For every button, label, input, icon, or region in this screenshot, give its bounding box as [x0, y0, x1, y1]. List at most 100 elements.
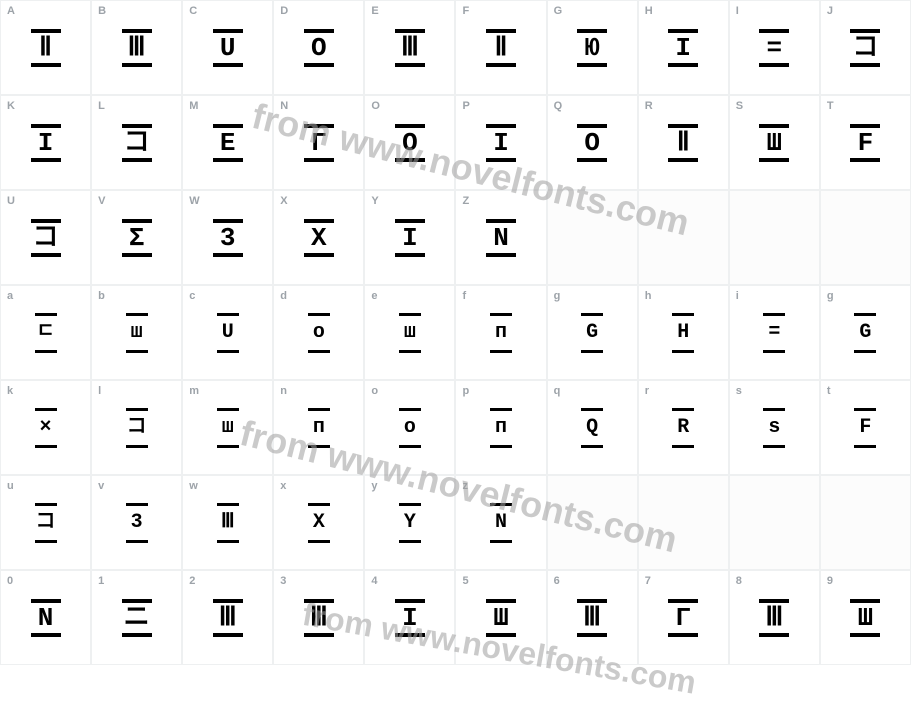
glyph-mid: コ: [124, 130, 150, 156]
glyph-top-bar: [854, 313, 876, 316]
glyph-cell: QО: [547, 95, 638, 190]
glyph: G: [581, 313, 603, 353]
glyph-wrap: G: [821, 286, 910, 379]
glyph-cell: Uコ: [0, 190, 91, 285]
glyph-cell: CU: [182, 0, 273, 95]
glyph-top-bar: [759, 599, 789, 603]
cell-label: n: [280, 385, 287, 397]
glyph-bottom-bar: [395, 158, 425, 162]
cell-label: J: [827, 5, 833, 17]
glyph-wrap: o: [365, 381, 454, 474]
glyph-bottom-bar: [490, 445, 512, 448]
glyph-bottom-bar: [399, 350, 421, 353]
glyph: Ⅱ: [31, 29, 61, 67]
glyph-mid: I: [493, 130, 509, 156]
glyph-cell: i=: [729, 285, 820, 380]
glyph: o: [308, 313, 330, 353]
glyph-bottom-bar: [35, 445, 57, 448]
glyph-top-bar: [122, 599, 152, 603]
cell-label: s: [736, 385, 742, 397]
font-map-grid: AⅡBⅢCUDOEⅢFⅡGЮHII=JコKILコMENГOОPIQОRⅡSШTF…: [0, 0, 911, 665]
glyph-bottom-bar: [304, 158, 334, 162]
cell-label: k: [7, 385, 13, 397]
empty-cell: [729, 190, 820, 285]
glyph: Ш: [759, 124, 789, 162]
cell-label: R: [645, 100, 653, 112]
glyph-mid: コ: [852, 35, 878, 61]
glyph: 3: [213, 219, 243, 257]
cell-label: t: [827, 385, 831, 397]
glyph: E: [213, 124, 243, 162]
glyph-bottom-bar: [581, 350, 603, 353]
glyph-bottom-bar: [213, 63, 243, 67]
glyph: H: [672, 313, 694, 353]
cell-label: f: [462, 290, 466, 302]
glyph: U: [213, 29, 243, 67]
glyph: G: [854, 313, 876, 353]
glyph-cell: bш: [91, 285, 182, 380]
glyph-top-bar: [486, 219, 516, 223]
glyph-wrap: Ⅲ: [274, 571, 363, 664]
glyph-top-bar: [486, 599, 516, 603]
empty-cell: [820, 475, 911, 570]
glyph-mid: Ⅱ: [495, 35, 508, 61]
glyph-wrap: N: [456, 191, 545, 284]
cell-label: e: [371, 290, 377, 302]
glyph-wrap: п: [456, 381, 545, 474]
glyph-bottom-bar: [126, 350, 148, 353]
glyph-cell: 1ニ: [91, 570, 182, 665]
glyph-bottom-bar: [759, 63, 789, 67]
glyph-cell: oo: [364, 380, 455, 475]
glyph-wrap: Ⅲ: [548, 571, 637, 664]
cell-label: O: [371, 100, 380, 112]
glyph-bottom-bar: [399, 540, 421, 543]
glyph-bottom-bar: [577, 633, 607, 637]
glyph: О: [395, 124, 425, 162]
cell-label: 2: [189, 575, 195, 587]
glyph: Ш: [850, 599, 880, 637]
glyph-mid: Г: [675, 605, 691, 631]
glyph-wrap: =: [730, 1, 819, 94]
cell-label: 1: [98, 575, 104, 587]
glyph-mid: ш: [222, 418, 234, 438]
glyph-cell: 8Ⅲ: [729, 570, 820, 665]
cell-label: 7: [645, 575, 651, 587]
glyph-cell: XX: [273, 190, 364, 285]
glyph-mid: ニ: [124, 605, 150, 631]
cell-label: X: [280, 195, 288, 207]
glyph-bottom-bar: [395, 63, 425, 67]
glyph-cell: aㄷ: [0, 285, 91, 380]
glyph-top-bar: [581, 408, 603, 411]
glyph-cell: zN: [455, 475, 546, 570]
glyph: N: [486, 219, 516, 257]
cell-label: M: [189, 100, 198, 112]
glyph-mid: Ш: [767, 130, 783, 156]
glyph: ш: [126, 313, 148, 353]
cell-label: Y: [371, 195, 379, 207]
cell-label: D: [280, 5, 288, 17]
glyph-top-bar: [399, 503, 421, 506]
glyph-cell: fп: [455, 285, 546, 380]
glyph: I: [486, 124, 516, 162]
glyph-cell: qQ: [547, 380, 638, 475]
glyph-mid: п: [313, 418, 325, 438]
glyph-top-bar: [304, 29, 334, 33]
glyph-cell: EⅢ: [364, 0, 455, 95]
glyph-mid: Ⅲ: [765, 605, 783, 631]
glyph-mid: N: [493, 225, 509, 251]
glyph-bottom-bar: [486, 253, 516, 257]
cell-label: 3: [280, 575, 286, 587]
glyph-cell: pп: [455, 380, 546, 475]
glyph-wrap: ニ: [92, 571, 181, 664]
glyph-mid: О: [584, 130, 600, 156]
glyph-cell: OО: [364, 95, 455, 190]
cell-label: L: [98, 100, 105, 112]
glyph-bottom-bar: [668, 633, 698, 637]
cell-label: N: [280, 100, 288, 112]
glyph-wrap: U: [183, 286, 272, 379]
glyph-cell: nп: [273, 380, 364, 475]
glyph-mid: п: [495, 323, 507, 343]
glyph-top-bar: [399, 313, 421, 316]
glyph-wrap: コ: [92, 381, 181, 474]
glyph-cell: 7Г: [638, 570, 729, 665]
